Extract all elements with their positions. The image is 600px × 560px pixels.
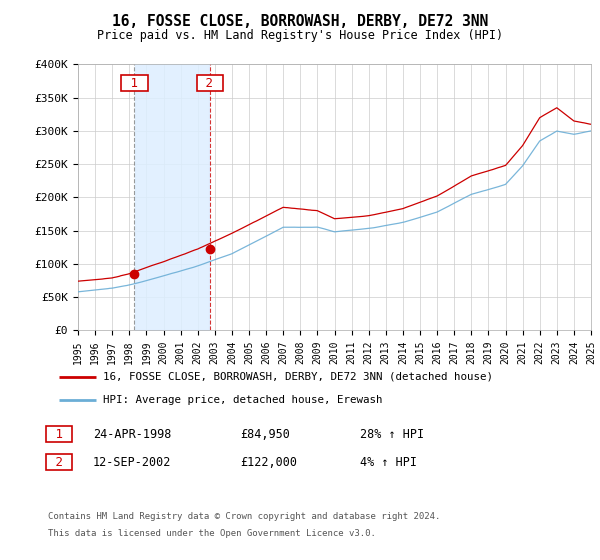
Text: This data is licensed under the Open Government Licence v3.0.: This data is licensed under the Open Gov… xyxy=(48,529,376,538)
Text: Price paid vs. HM Land Registry's House Price Index (HPI): Price paid vs. HM Land Registry's House … xyxy=(97,29,503,42)
Text: 1: 1 xyxy=(123,77,146,90)
Text: 4% ↑ HPI: 4% ↑ HPI xyxy=(360,455,417,469)
Text: 24-APR-1998: 24-APR-1998 xyxy=(93,427,172,441)
Text: £122,000: £122,000 xyxy=(240,455,297,469)
Text: 28% ↑ HPI: 28% ↑ HPI xyxy=(360,427,424,441)
Text: 1: 1 xyxy=(48,427,71,441)
Text: £84,950: £84,950 xyxy=(240,427,290,441)
Text: 16, FOSSE CLOSE, BORROWASH, DERBY, DE72 3NN: 16, FOSSE CLOSE, BORROWASH, DERBY, DE72 … xyxy=(112,14,488,29)
Text: Contains HM Land Registry data © Crown copyright and database right 2024.: Contains HM Land Registry data © Crown c… xyxy=(48,512,440,521)
Text: 16, FOSSE CLOSE, BORROWASH, DERBY, DE72 3NN (detached house): 16, FOSSE CLOSE, BORROWASH, DERBY, DE72 … xyxy=(103,372,493,382)
Text: 2: 2 xyxy=(48,455,71,469)
Text: 12-SEP-2002: 12-SEP-2002 xyxy=(93,455,172,469)
Text: HPI: Average price, detached house, Erewash: HPI: Average price, detached house, Erew… xyxy=(103,395,383,405)
Text: 2: 2 xyxy=(199,77,221,90)
